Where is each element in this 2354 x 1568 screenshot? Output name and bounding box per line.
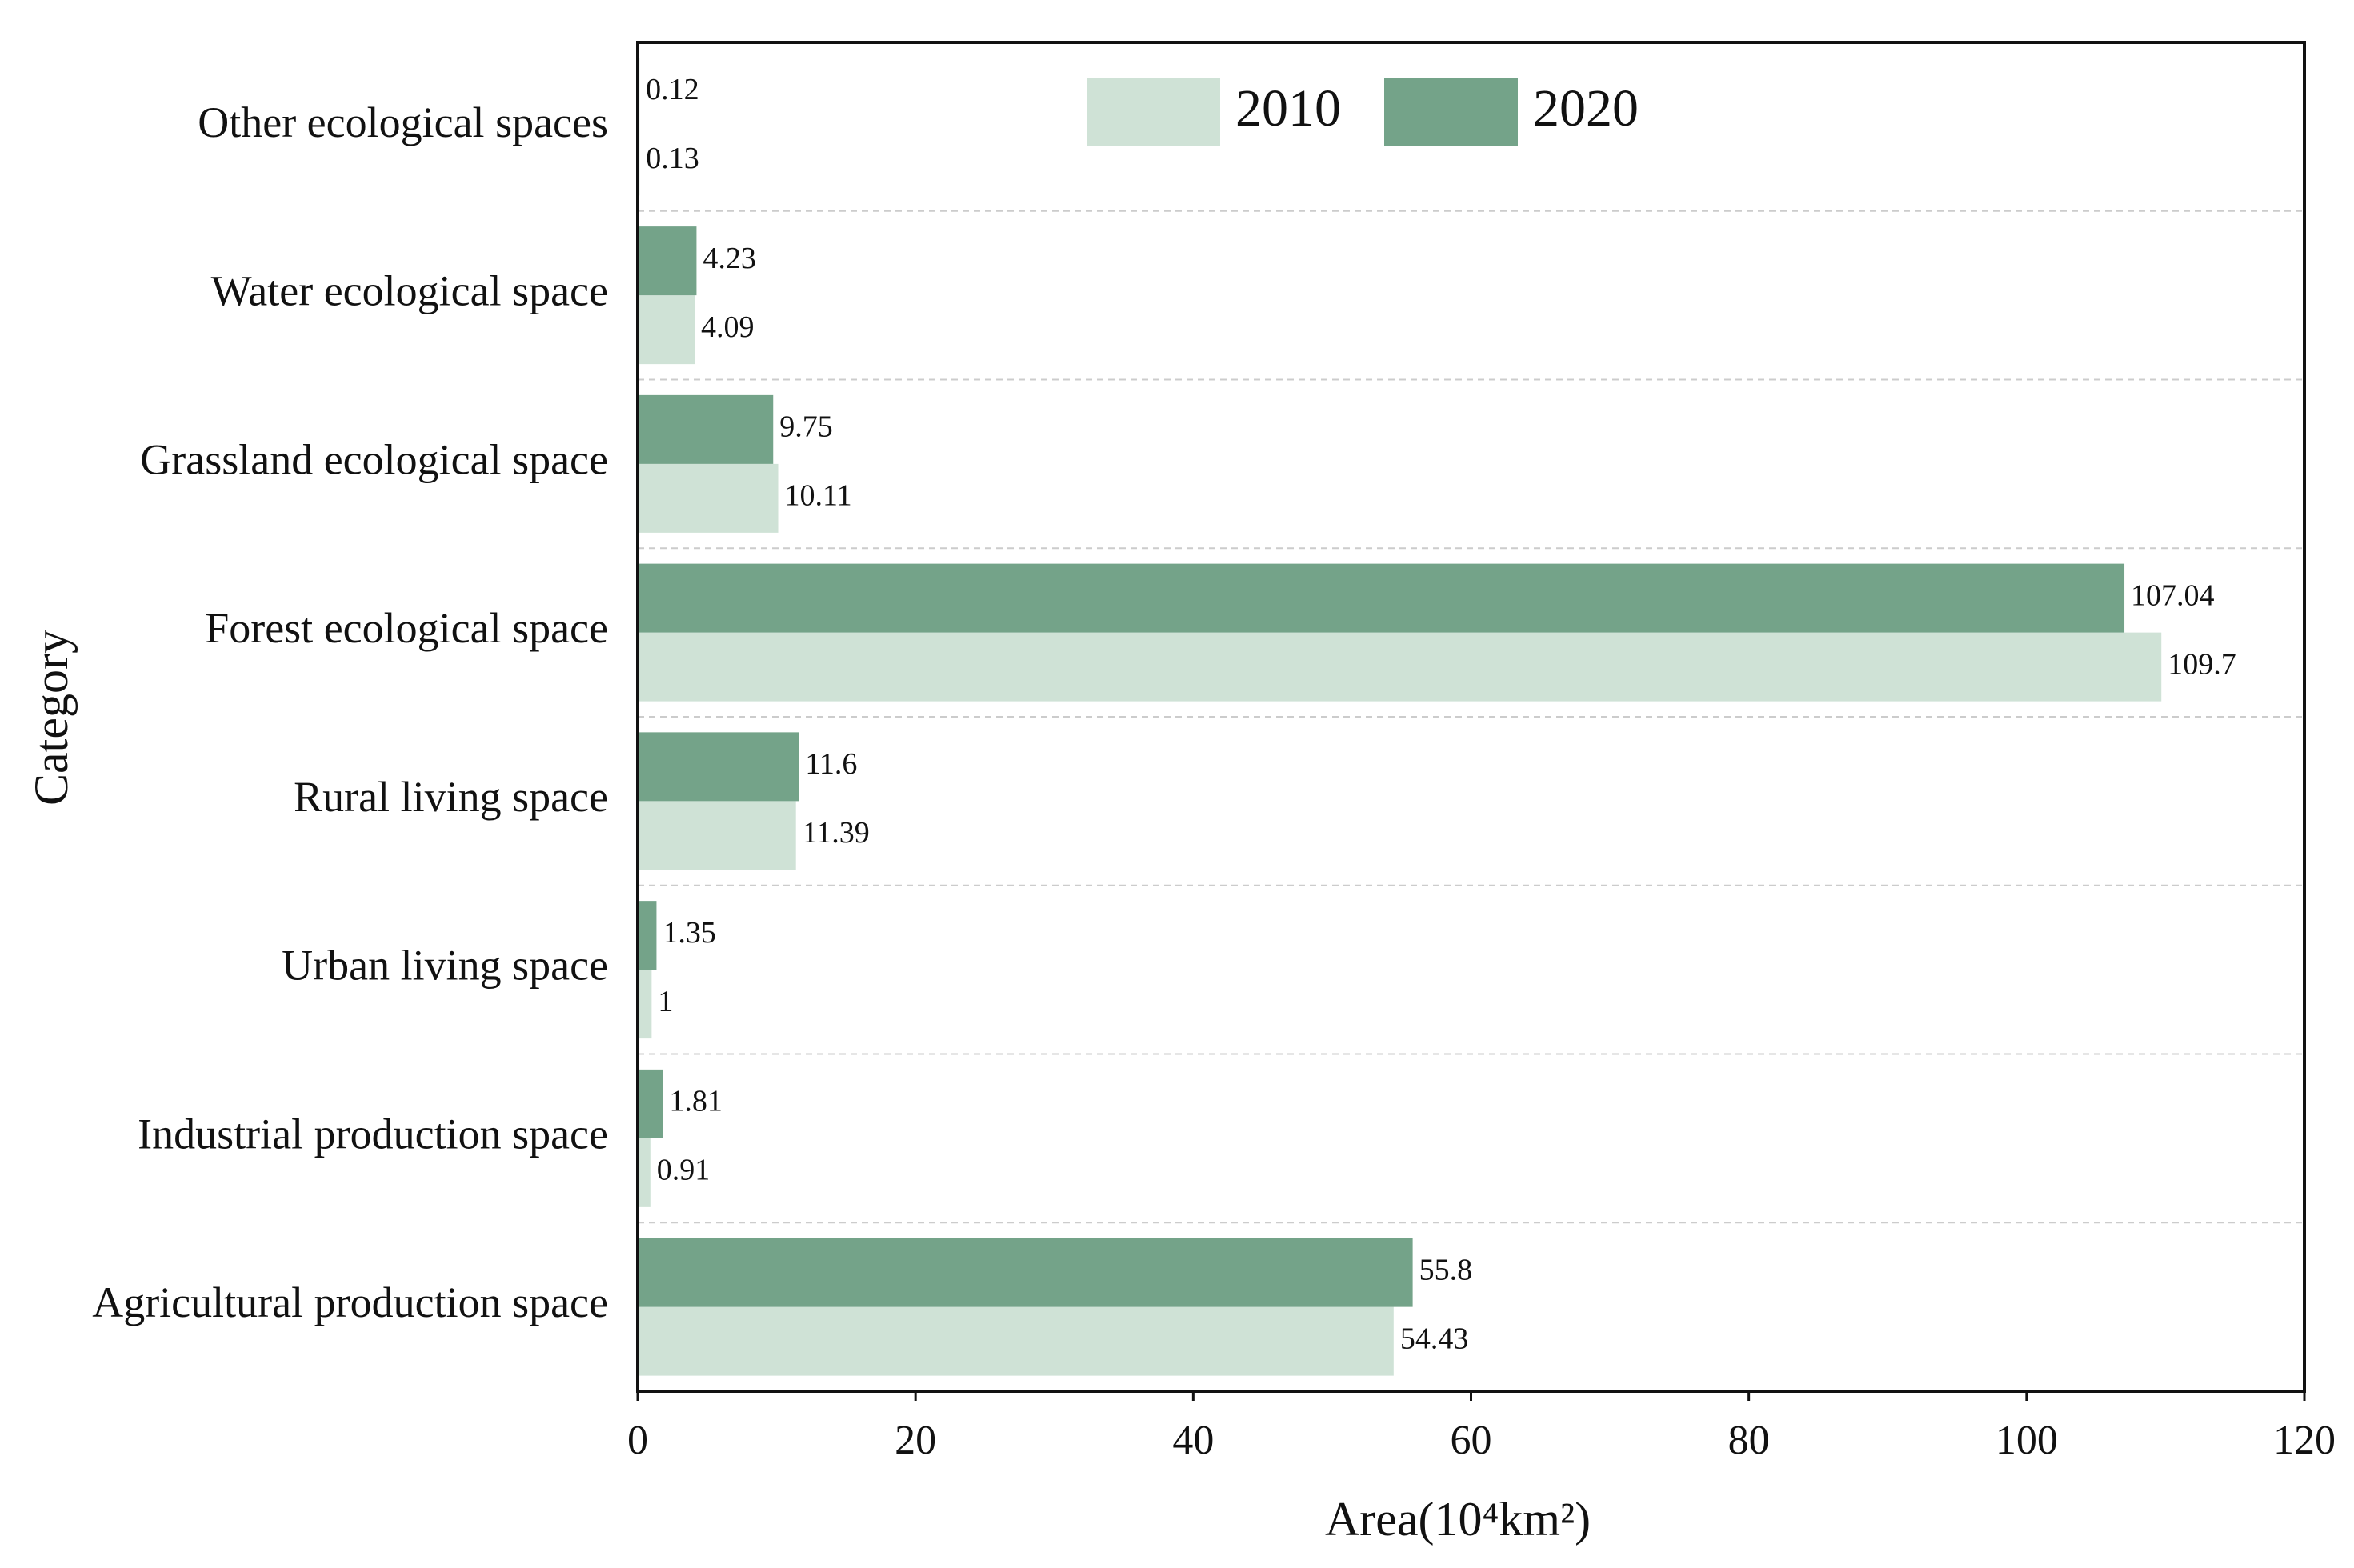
data-label: 11.6 xyxy=(805,747,857,781)
bar xyxy=(638,1238,1413,1307)
bar xyxy=(638,394,774,464)
data-label: 54.43 xyxy=(1400,1322,1469,1355)
x-axis-title: Area(10⁴km²) xyxy=(1325,1493,1591,1546)
legend-label: 2010 xyxy=(1235,79,1341,138)
bar xyxy=(638,1069,663,1138)
y-tick-label: Industrial production space xyxy=(138,1110,608,1158)
x-tick-label: 0 xyxy=(627,1418,648,1463)
y-tick-label: Water ecological space xyxy=(211,267,608,315)
data-label: 0.12 xyxy=(646,73,699,106)
x-tick-label: 20 xyxy=(895,1418,936,1463)
data-label: 11.39 xyxy=(803,816,870,850)
x-tick-label: 60 xyxy=(1451,1418,1492,1463)
y-tick-label: Agricultural production space xyxy=(92,1278,608,1326)
data-label: 4.23 xyxy=(703,242,756,275)
data-label: 9.75 xyxy=(779,410,833,444)
x-tick-label: 120 xyxy=(2273,1418,2336,1463)
data-label: 0.13 xyxy=(646,142,699,175)
bar xyxy=(638,226,697,296)
x-tick-label: 100 xyxy=(1996,1418,2058,1463)
bar xyxy=(638,463,779,533)
data-label: 0.91 xyxy=(657,1154,711,1187)
data-label: 10.11 xyxy=(784,479,851,513)
data-label: 55.8 xyxy=(1419,1253,1473,1286)
legend-label: 2020 xyxy=(1533,79,1639,138)
bar xyxy=(638,295,695,365)
y-axis-title: Category xyxy=(25,630,78,806)
data-label: 1.35 xyxy=(663,916,716,950)
bar xyxy=(638,732,799,802)
data-label: 1 xyxy=(658,985,673,1018)
x-tick-label: 80 xyxy=(1728,1418,1770,1463)
bar xyxy=(638,801,796,870)
bar xyxy=(638,970,652,1039)
bar xyxy=(638,563,2125,633)
legend-swatch xyxy=(1087,78,1220,146)
bar xyxy=(638,632,2162,702)
legend-swatch xyxy=(1384,78,1518,146)
y-tick-label: Forest ecological space xyxy=(205,604,608,652)
y-tick-label: Urban living space xyxy=(282,942,608,990)
x-tick-label: 40 xyxy=(1172,1418,1214,1463)
bar xyxy=(638,1306,1394,1376)
data-label: 4.09 xyxy=(701,310,755,344)
y-tick-label: Other ecological spaces xyxy=(198,98,608,146)
bar xyxy=(638,901,657,970)
data-label: 107.04 xyxy=(2131,578,2215,612)
bar xyxy=(638,1138,651,1207)
data-label: 109.7 xyxy=(2168,647,2236,681)
data-label: 1.81 xyxy=(669,1085,723,1118)
plot-frame xyxy=(636,41,2306,1393)
y-tick-label: Grassland ecological space xyxy=(140,435,608,483)
y-tick-label: Rural living space xyxy=(294,773,608,821)
